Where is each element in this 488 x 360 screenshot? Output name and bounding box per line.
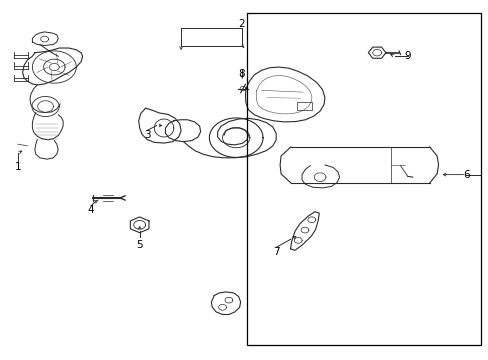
Text: 8: 8 [238,69,245,79]
Bar [246,13,480,345]
Text: 4: 4 [87,206,94,216]
Text: 6: 6 [462,170,468,180]
Text: 5: 5 [136,239,142,249]
Text: 9: 9 [404,51,410,61]
Text: 7: 7 [272,247,279,257]
Text: 3: 3 [143,130,150,140]
Text: 2: 2 [238,19,245,29]
Bar [297,102,311,110]
Text: 1: 1 [15,162,21,172]
